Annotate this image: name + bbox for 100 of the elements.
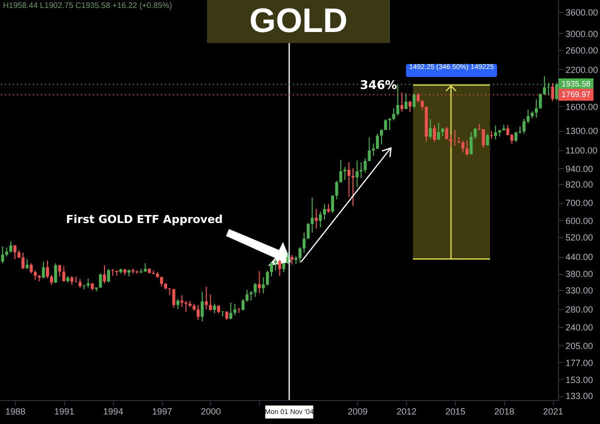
candlestick	[506, 124, 510, 136]
x-tick-label: 1991	[54, 406, 74, 416]
candlestick	[180, 294, 184, 308]
candlestick	[242, 298, 245, 311]
candlestick	[404, 92, 408, 110]
candlestick	[172, 288, 176, 308]
candlestick	[62, 266, 66, 282]
candlestick	[200, 291, 204, 322]
candlestick	[266, 270, 269, 286]
y-tick-label: 3000.00	[566, 28, 598, 39]
candlestick	[258, 270, 261, 294]
candlestick	[54, 262, 58, 284]
candlestick	[461, 140, 464, 153]
candlestick	[445, 126, 448, 140]
candlestick	[212, 303, 216, 314]
y-tick-label: 153.00	[566, 374, 594, 385]
annotation: First GOLD ETF Approved	[66, 213, 223, 226]
candlestick	[46, 260, 50, 279]
candlestick	[368, 136, 371, 162]
candlestick	[360, 162, 363, 178]
candlestick	[184, 300, 188, 312]
candlestick	[412, 92, 416, 109]
y-tick-label: 1300.00	[566, 126, 598, 136]
candlestick	[107, 268, 110, 283]
candlestick	[384, 118, 388, 130]
chart-title: GOLD	[207, 0, 390, 43]
candlestick	[408, 100, 412, 112]
candlestick	[42, 261, 45, 279]
x-tick-label: 1997	[152, 406, 172, 416]
candlestick	[306, 222, 310, 240]
y-tick-label: 177.00	[566, 358, 594, 368]
candlestick	[486, 133, 489, 146]
candlestick	[98, 273, 102, 288]
candlestick	[428, 118, 432, 140]
x-tick-label: 2009	[348, 406, 368, 416]
candlestick	[474, 127, 477, 140]
candlestick	[298, 246, 302, 264]
candlestick	[318, 211, 322, 228]
candlestick	[302, 232, 306, 254]
candlestick	[339, 159, 342, 184]
candlestick	[432, 124, 436, 142]
y-tick-label: 600.00	[566, 216, 594, 226]
candlestick	[50, 274, 54, 286]
y-tick-label: 380.00	[566, 269, 594, 280]
candlestick	[290, 254, 294, 265]
y-tick-label: 820.00	[566, 180, 594, 190]
y-tick-label: 700.00	[566, 198, 594, 208]
candlestick	[254, 282, 257, 298]
candlestick	[347, 162, 350, 198]
candlestick	[522, 118, 526, 134]
candlestick	[13, 244, 16, 260]
candlestick	[372, 143, 375, 156]
candlestick	[58, 264, 62, 278]
candlestick	[356, 160, 359, 188]
candlestick	[237, 307, 240, 314]
candlestick	[270, 262, 274, 277]
candlestick	[9, 240, 12, 254]
y-tick-label: 2200.00	[566, 64, 598, 75]
candlestick	[494, 125, 498, 140]
candlestick	[478, 124, 481, 131]
x-tick-label: 2021	[543, 406, 564, 416]
y-tick-label: 520.00	[566, 232, 594, 243]
candlestick	[376, 133, 379, 150]
candlestick	[34, 270, 37, 280]
x-tick-label: 1988	[5, 406, 26, 416]
candlestick	[204, 286, 208, 310]
candlestick	[526, 109, 530, 124]
candlestick	[229, 302, 232, 320]
candlestick	[420, 99, 424, 110]
candlestick	[466, 140, 469, 156]
candlestick	[314, 208, 318, 229]
candlestick	[352, 168, 355, 206]
candlestick	[534, 98, 538, 118]
candlestick	[221, 310, 224, 317]
x-tick-label: 1994	[103, 406, 124, 416]
x-tick-label: 2015	[445, 406, 466, 416]
candlestick	[323, 204, 326, 220]
y-tick-label: 330.00	[566, 285, 594, 296]
candlestick	[449, 134, 452, 148]
candlestick	[392, 108, 396, 121]
y-tick-label: 2600.00	[566, 46, 598, 56]
candlestick	[388, 118, 392, 130]
y-tick-label: 3600.00	[566, 8, 598, 18]
y-tick-label: 440.00	[566, 252, 594, 262]
candlestick	[335, 180, 338, 200]
candlestick	[176, 298, 180, 310]
x-tick-label: 2012	[396, 406, 416, 416]
candlestick	[246, 289, 249, 302]
candlestick	[262, 276, 265, 294]
candlestick	[327, 203, 330, 214]
ref-line-label: 1769.97	[562, 90, 592, 99]
annotation: 346%	[360, 78, 398, 92]
candlestick	[343, 166, 346, 180]
y-tick-label: 240.00	[566, 322, 594, 332]
x-tick-label: 2000	[200, 406, 221, 416]
candlestick	[482, 128, 485, 148]
y-tick-label: 280.00	[566, 304, 594, 315]
candlestick	[102, 264, 106, 284]
x-tick-label: 2018	[494, 406, 514, 416]
candlestick	[380, 128, 383, 145]
